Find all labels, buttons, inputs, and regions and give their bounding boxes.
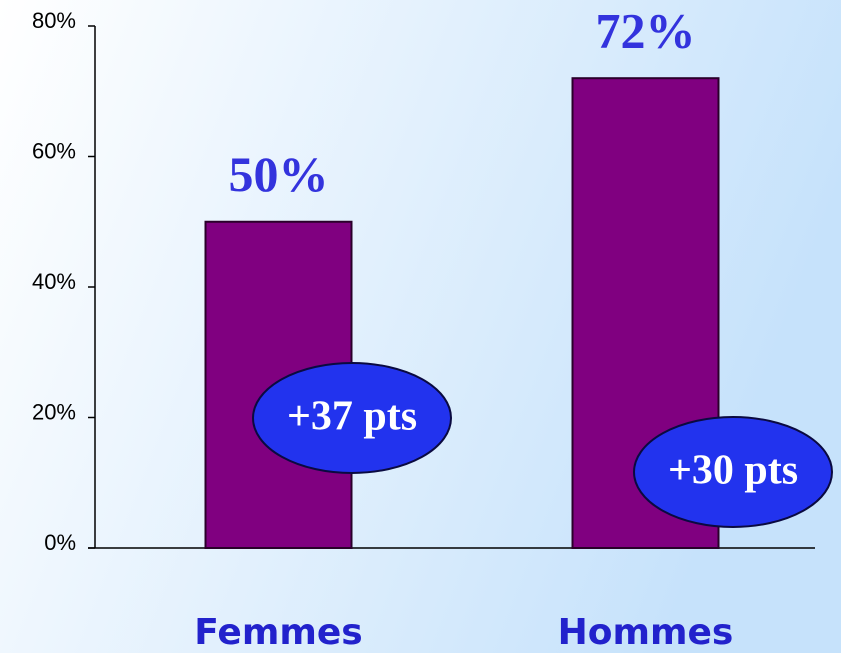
- annotation: +37 pts: [287, 394, 417, 440]
- x-tick-label: Hommes: [558, 612, 734, 653]
- y-tick-label: 40%: [32, 269, 76, 294]
- annotation-bubble: [252, 362, 452, 474]
- x-tick-label: Femmes: [194, 612, 362, 653]
- annotation: +30 pts: [668, 448, 798, 494]
- y-tick-label: 0%: [44, 530, 76, 555]
- annotation-bubble: [633, 416, 833, 528]
- value-label: 72%: [596, 3, 696, 59]
- y-tick-label: 80%: [32, 8, 76, 33]
- y-tick-label: 60%: [32, 138, 76, 163]
- value-label: 50%: [229, 146, 329, 202]
- y-tick-label: 20%: [32, 399, 76, 424]
